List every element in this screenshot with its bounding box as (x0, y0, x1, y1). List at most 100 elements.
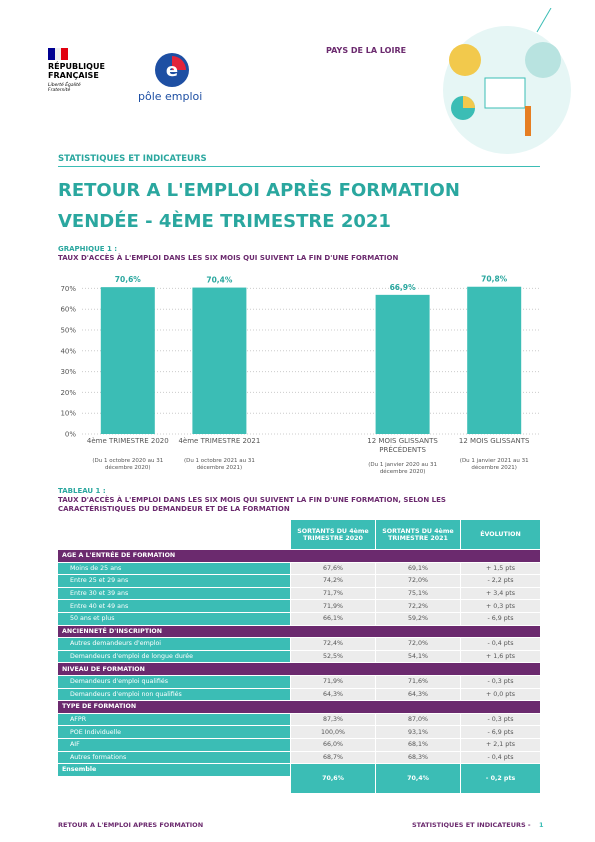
y-tick-label: 40% (60, 347, 76, 355)
brand: pôle emploi (138, 90, 203, 103)
table-cell: 87,3% (290, 713, 375, 727)
table-cell: + 0,0 pts (460, 688, 540, 702)
category-note: (Du 1 octobre 2021 au 31 décembre 2021) (183, 458, 255, 471)
x-tick-label: 4ème TRIMESTRE 2021 (178, 437, 261, 445)
svg-text:e: e (166, 60, 178, 81)
table-cell: 54,1% (375, 650, 460, 664)
row-label: Demandeurs d'emploi de longue durée (58, 650, 290, 664)
republic: RÉPUBLIQUE FRANÇAISE (48, 62, 105, 80)
table-cell: 71,9% (290, 600, 375, 613)
table-cell: - 0,4 pts (460, 751, 540, 765)
table-cell: 100,0% (290, 726, 375, 739)
bar (467, 286, 522, 434)
table-cell: 59,2% (375, 612, 460, 626)
flag (48, 48, 68, 60)
table-cell: 72,0% (375, 575, 460, 588)
total-cell: 70,6% (290, 764, 375, 795)
chart-subtitle: TAUX D'ACCÈS À L'EMPLOI DANS LES SIX MOI… (58, 254, 399, 262)
y-tick-label: 60% (60, 306, 76, 314)
value-label: 66,9% (390, 283, 417, 292)
x-tick-label: 12 MOIS GLISSANTS PRÉCÉDENTS (367, 437, 438, 454)
table-cell: 68,1% (375, 738, 460, 752)
illustration (443, 8, 571, 154)
table-cell: 64,3% (290, 688, 375, 702)
table-cell: 67,6% (290, 562, 375, 576)
y-tick-label: 50% (60, 327, 76, 335)
title: VENDÉE - 4ÈME TRIMESTRE 2021 (58, 211, 391, 232)
y-tick-label: 30% (60, 368, 76, 376)
y-tick-label: 20% (60, 389, 76, 397)
section-label: STATISTIQUES ET INDICATEURS (58, 154, 207, 164)
row-label: Entre 25 et 29 ans (58, 575, 290, 588)
table-subtitle: TAUX D'ACCÈS À L'EMPLOI DANS LES SIX MOI… (58, 496, 446, 513)
row-label: Moins de 25 ans (58, 562, 290, 576)
table-cell: + 0,3 pts (460, 600, 540, 613)
table-cell: + 2,1 pts (460, 738, 540, 752)
table-cell: 52,5% (290, 650, 375, 664)
table-cell: 69,1% (375, 562, 460, 576)
section-header: NIVEAU DE FORMATION (58, 663, 540, 676)
row-label: Entre 30 et 39 ans (58, 587, 290, 601)
section-header: ANCIENNETÉ D'INSCRIPTION (58, 625, 540, 639)
table-cell: - 2,2 pts (460, 575, 540, 588)
table-cell: + 3,4 pts (460, 587, 540, 601)
y-tick-label: 0% (65, 431, 76, 439)
table-cell: - 0,3 pts (460, 675, 540, 689)
footer-right: STATISTIQUES ET INDICATEURS - (412, 821, 531, 829)
page-number: 1 (539, 821, 544, 829)
row-label: 50 ans et plus (58, 612, 290, 626)
column-header: SORTANTS DU 4ème TRIMESTRE 2020 (290, 520, 375, 550)
footer-left: RETOUR A L'EMPLOI APRES FORMATION (58, 821, 204, 829)
table-cell: - 6,9 pts (460, 726, 540, 739)
section-header: AGE A L'ENTRÉE DE FORMATION (58, 550, 540, 563)
table-cell: 71,9% (290, 675, 375, 689)
row-label: AIF (58, 738, 290, 752)
pe-logo: e (155, 53, 189, 87)
row-label: AFPR (58, 713, 290, 727)
chart-heading: GRAPHIQUE 1 : (58, 245, 118, 253)
y-tick-label: 70% (60, 285, 76, 293)
row-label: Autres demandeurs d'emploi (58, 638, 290, 651)
table-cell: 93,1% (375, 726, 460, 739)
table-cell: 66,0% (290, 738, 375, 752)
motto: Liberté Égalité Fraternité (48, 83, 81, 93)
row-label: Autres formations (58, 751, 290, 765)
section-header: TYPE DE FORMATION (58, 701, 540, 714)
row-label: Demandeurs d'emploi qualifiés (58, 675, 290, 689)
table-cell: 72,2% (375, 600, 460, 613)
bar (192, 287, 247, 434)
table-cell: - 0,3 pts (460, 713, 540, 727)
category-note: (Du 1 janvier 2020 au 31 décembre 2020) (368, 462, 437, 475)
category-note: (Du 1 octobre 2020 au 31 décembre 2020) (92, 458, 164, 471)
x-tick-label: 4ème TRIMESTRE 2020 (86, 437, 169, 445)
table-cell: 87,0% (375, 713, 460, 727)
row-label: Entre 40 et 49 ans (58, 600, 290, 613)
table-cell: 64,3% (375, 688, 460, 702)
column-header: ÉVOLUTION (460, 520, 540, 550)
value-label: 70,8% (481, 275, 508, 284)
table-cell: 74,2% (290, 575, 375, 588)
table-cell: 68,7% (290, 751, 375, 765)
table-cell: - 6,9 pts (460, 612, 540, 626)
table-cell: 68,3% (375, 751, 460, 765)
title: RETOUR A L'EMPLOI APRÈS FORMATION (58, 180, 460, 201)
x-tick-label: 12 MOIS GLISSANTS (458, 437, 530, 445)
chart: 0% 10% 20% 30% 40% 50% 60% 70% 70,6% 70,4% 66,9% 70… (60, 275, 540, 439)
y-tick-label: 10% (60, 410, 76, 418)
bar (375, 294, 430, 434)
value-label: 70,4% (206, 276, 233, 285)
rule (58, 166, 540, 167)
table-cell: + 1,6 pts (460, 650, 540, 664)
table-cell: 72,4% (290, 638, 375, 651)
total-cell: 70,4% (375, 764, 460, 795)
table-cell: + 1,5 pts (460, 562, 540, 576)
table-cell: 71,7% (290, 587, 375, 601)
table-corner (58, 520, 290, 550)
table-cell: 72,0% (375, 638, 460, 651)
region: PAYS DE LA LOIRE (326, 46, 407, 55)
total-label: Ensemble (58, 764, 290, 777)
total-cell: - 0,2 pts (460, 764, 540, 795)
row-label: Demandeurs d'emploi non qualifiés (58, 688, 290, 702)
bar (100, 287, 155, 434)
